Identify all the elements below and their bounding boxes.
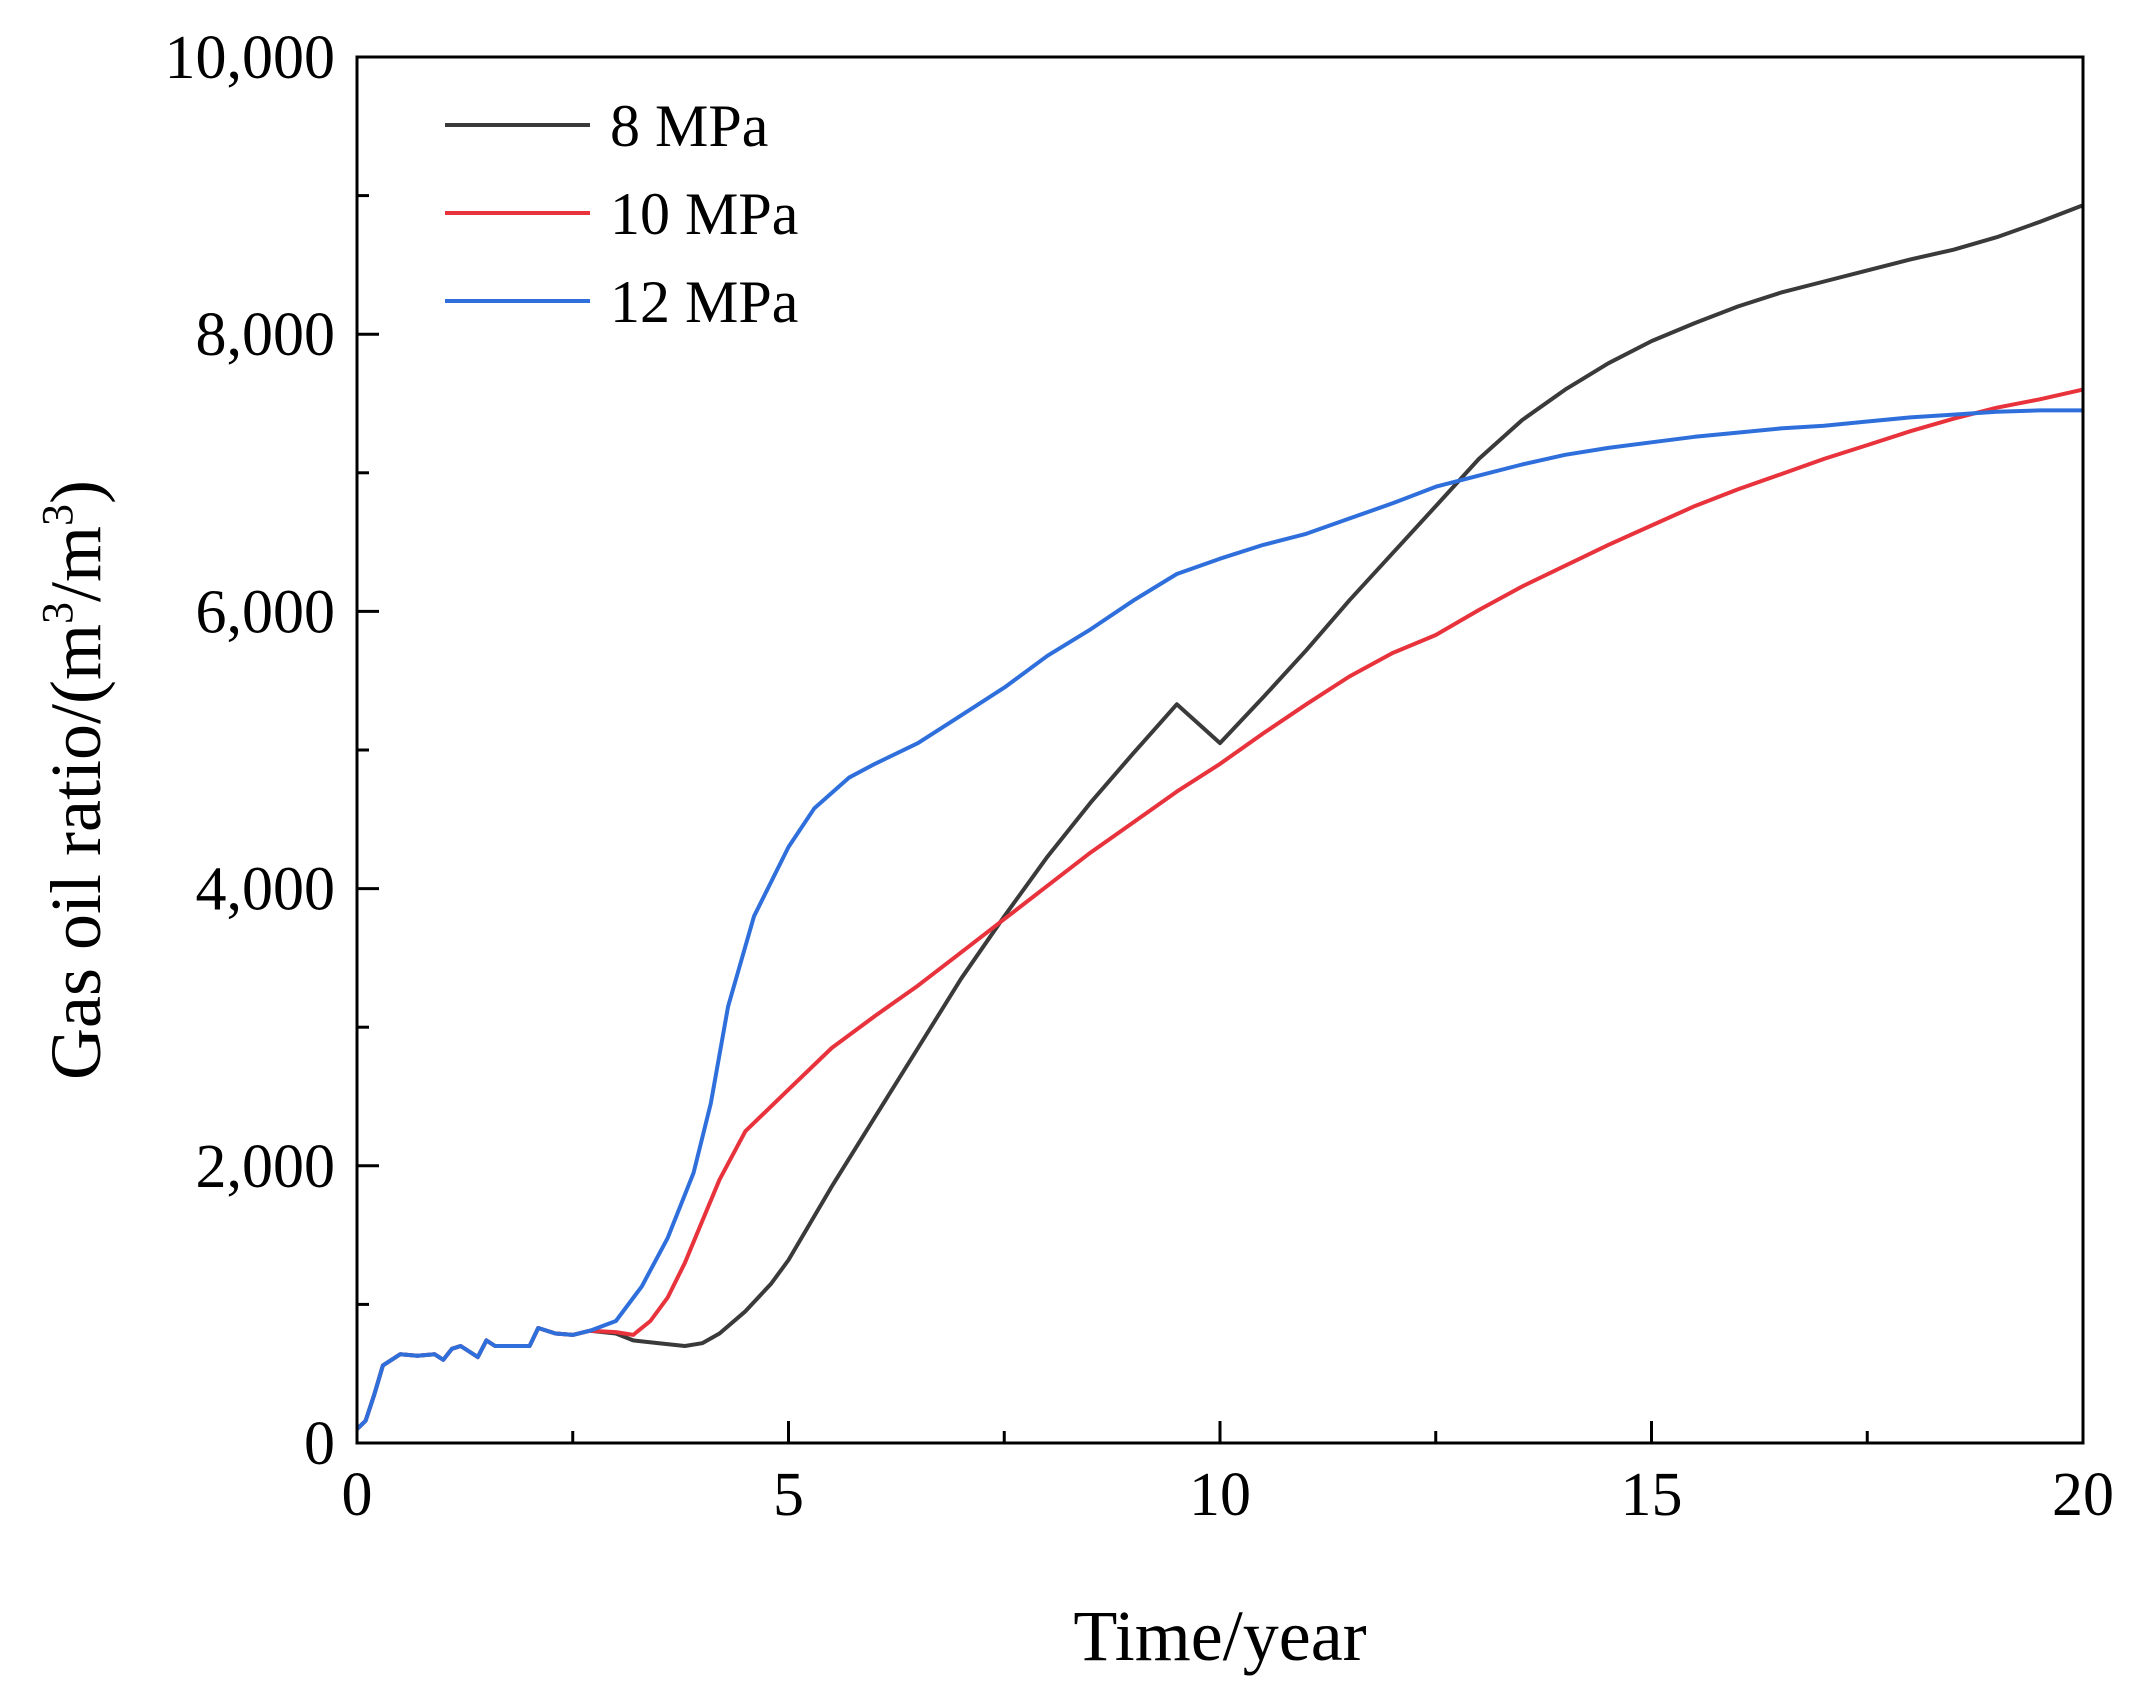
y-tick-labels: 0 2,000 4,000 6,000 8,000 10,000 xyxy=(165,24,336,1478)
x-axis-title: Time/year xyxy=(1073,1596,1366,1676)
legend-label: 12 MPa xyxy=(610,269,798,335)
y-tick-label: 0 xyxy=(304,1410,335,1478)
y-tick-label: 10,000 xyxy=(165,24,336,92)
y-tick-label: 4,000 xyxy=(196,856,336,924)
y-axis-title-sup1: 3 xyxy=(33,602,82,624)
x-tick-label: 10 xyxy=(1189,1461,1251,1529)
y-axis-title-sup2: 3 xyxy=(33,504,82,526)
x-tick-label: 0 xyxy=(342,1461,373,1529)
legend-label: 10 MPa xyxy=(610,181,798,247)
series-line-10-mpa xyxy=(355,387,2084,1431)
y-axis-title-main: Gas oil ratio/(m xyxy=(36,624,116,1080)
y-tick-label: 8,000 xyxy=(196,301,336,369)
plot-frame xyxy=(355,55,2085,1445)
x-tick-label: 15 xyxy=(1621,1461,1683,1529)
y-axis-title-end: ) xyxy=(36,480,116,504)
y-axis-title-mid: /m xyxy=(36,526,116,602)
y-tick-label: 2,000 xyxy=(196,1133,336,1201)
y-tick-label: 6,000 xyxy=(196,578,336,646)
series-layer xyxy=(355,203,2084,1431)
axis-ticks xyxy=(355,55,2085,1445)
x-tick-label: 20 xyxy=(2052,1461,2114,1529)
x-tick-labels: 0 5 10 15 20 xyxy=(342,1461,2115,1529)
series-line-8-mpa xyxy=(355,203,2084,1431)
legend-label: 8 MPa xyxy=(610,93,768,159)
series-line-12-mpa xyxy=(355,408,2083,1431)
legend: 8 MPa 10 MPa 12 MPa xyxy=(445,93,798,335)
y-axis-title: Gas oil ratio/(m3/m3) xyxy=(33,480,116,1080)
x-tick-label: 5 xyxy=(773,1461,804,1529)
